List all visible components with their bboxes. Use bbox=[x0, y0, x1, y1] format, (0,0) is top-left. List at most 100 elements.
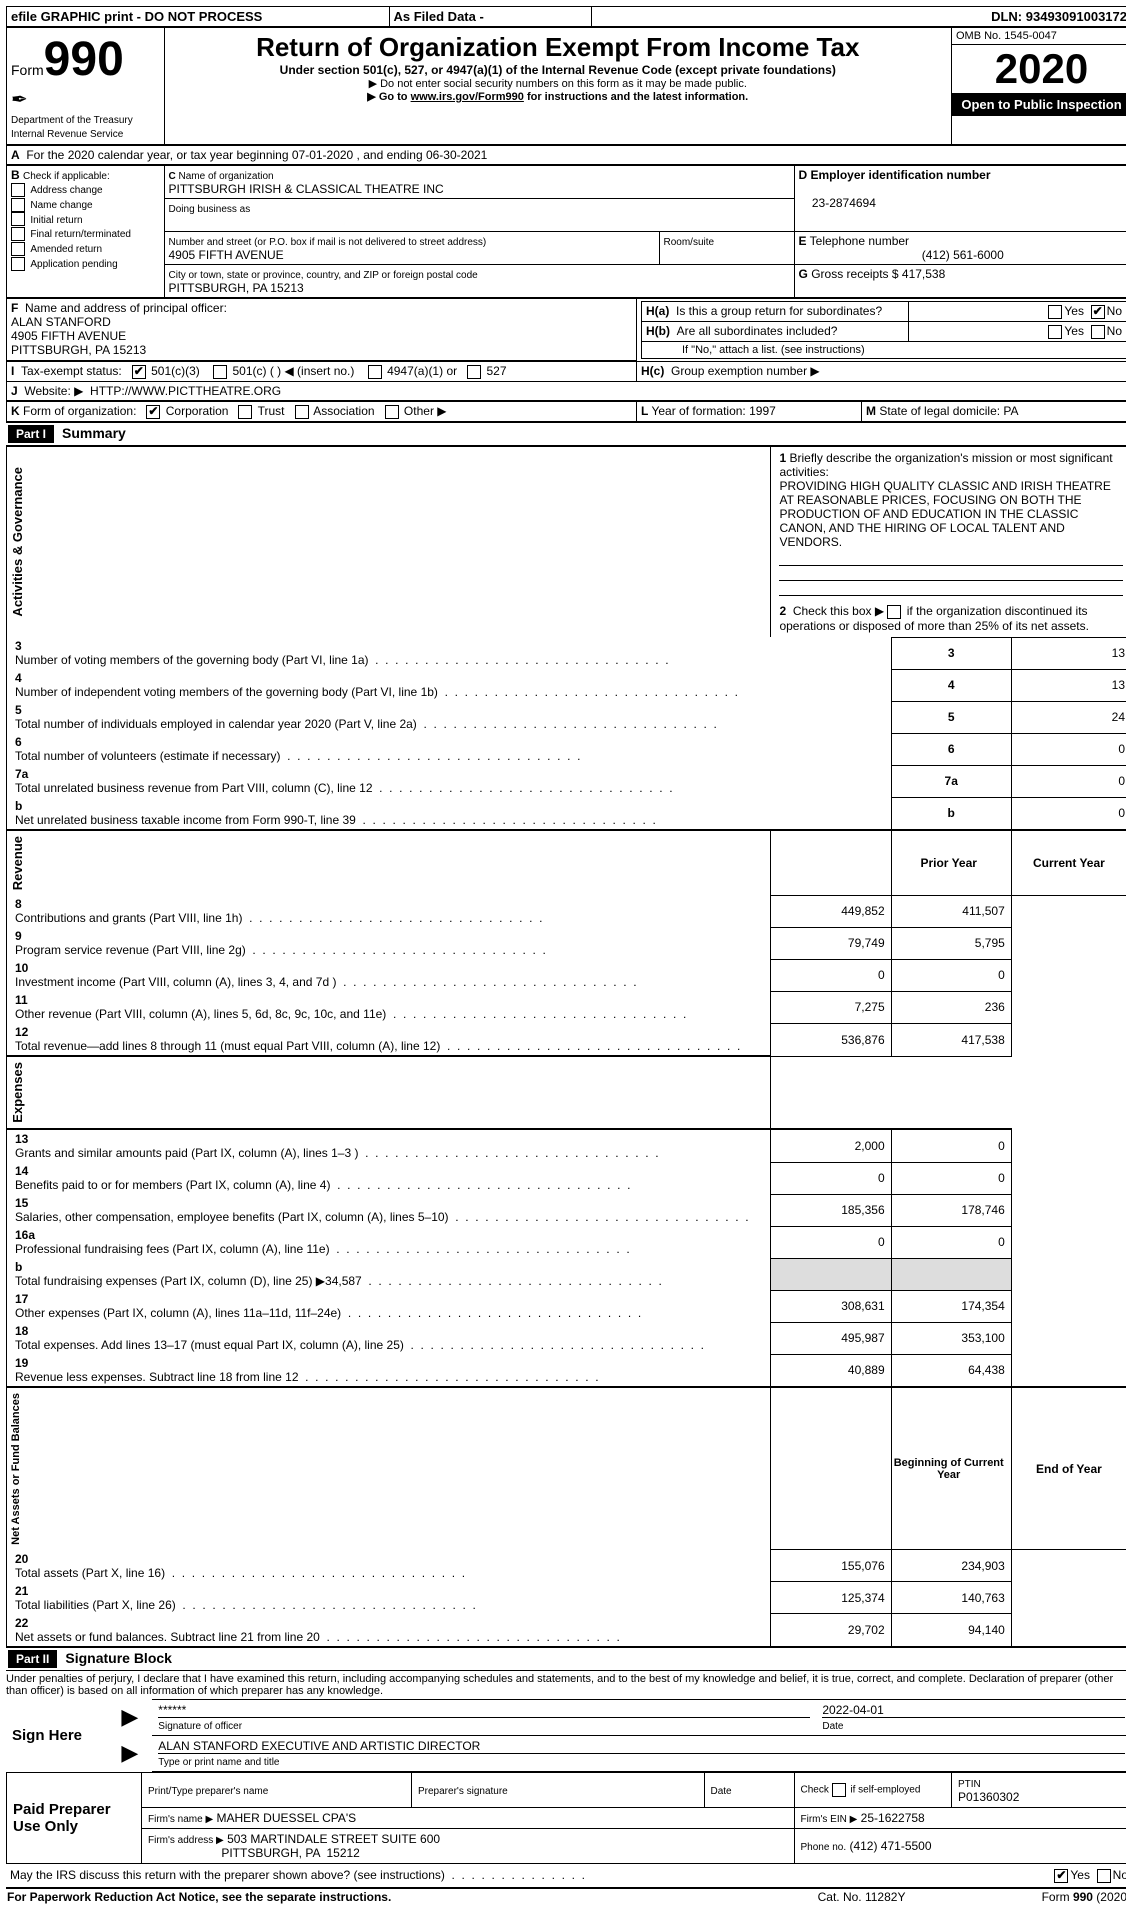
side-netassets: Net Assets or Fund Balances bbox=[8, 1389, 24, 1549]
b-item-label: Final return/terminated bbox=[30, 229, 131, 240]
firm-ein-label: Firm's EIN ▶ bbox=[801, 1814, 858, 1825]
g-label: Gross receipts $ bbox=[811, 267, 898, 281]
prior-year-value: 449,852 bbox=[771, 895, 891, 927]
current-year-value: 94,140 bbox=[891, 1614, 1011, 1647]
b-checkbox[interactable] bbox=[11, 183, 25, 197]
current-year-value: 178,746 bbox=[891, 1194, 1011, 1226]
ptin-label: PTIN bbox=[958, 1779, 981, 1790]
website: HTTP://WWW.PICTTHEATRE.ORG bbox=[90, 384, 281, 398]
discuss-yes-checkbox[interactable] bbox=[1054, 1869, 1068, 1883]
line2-text: Check this box ▶ if the organization dis… bbox=[779, 604, 1089, 633]
line-num: 3 bbox=[891, 637, 1011, 669]
current-year-value: 353,100 bbox=[891, 1322, 1011, 1354]
cat-no: Cat. No. 11282Y bbox=[772, 1889, 950, 1905]
summary-row: 18 Total expenses. Add lines 13–17 (must… bbox=[7, 1322, 1126, 1354]
prior-year-value: 7,275 bbox=[771, 991, 891, 1023]
k-corp-checkbox[interactable] bbox=[146, 405, 160, 419]
summary-row: 8 Contributions and grants (Part VIII, l… bbox=[7, 895, 1126, 927]
dln: DLN: 93493091003172 bbox=[592, 7, 1126, 27]
irs-link[interactable]: www.irs.gov/Form990 bbox=[411, 91, 524, 103]
line-num: 5 bbox=[891, 701, 1011, 733]
ptin: P01360302 bbox=[958, 1790, 1019, 1804]
summary-row: 14 Benefits paid to or for members (Part… bbox=[7, 1162, 1126, 1194]
b-item-label: Name change bbox=[30, 200, 92, 211]
line-value: 0 bbox=[1011, 765, 1126, 797]
b-checkbox[interactable] bbox=[11, 212, 25, 226]
i-j-block: I Tax-exempt status: 501(c)(3) 501(c) ( … bbox=[6, 361, 1126, 401]
dept-label: Department of the Treasury Internal Reve… bbox=[11, 115, 133, 140]
summary-row: 10 Investment income (Part VIII, column … bbox=[7, 959, 1126, 991]
room-label: Room/suite bbox=[664, 237, 715, 248]
b-checkbox[interactable] bbox=[11, 227, 25, 241]
street: 4905 FIFTH AVENUE bbox=[169, 248, 284, 262]
f-h-block: F Name and address of principal officer:… bbox=[6, 298, 1126, 361]
footer: For Paperwork Reduction Act Notice, see … bbox=[6, 1889, 1126, 1905]
current-year-value: 140,763 bbox=[891, 1582, 1011, 1614]
e-label: Telephone number bbox=[810, 234, 909, 248]
hb-note: If "No," attach a list. (see instruction… bbox=[642, 341, 1126, 358]
i-501c3-checkbox[interactable] bbox=[132, 365, 146, 379]
k-l-m-block: K Form of organization: Corporation Trus… bbox=[6, 401, 1126, 422]
prior-year-value: 0 bbox=[771, 1162, 891, 1194]
ein: 23-2874694 bbox=[812, 196, 876, 210]
b-item-label: Initial return bbox=[30, 215, 82, 226]
b-label: Check if applicable: bbox=[23, 171, 110, 182]
part1-header: Part ISummary bbox=[6, 422, 1126, 446]
discuss-row: May the IRS discuss this return with the… bbox=[6, 1864, 1126, 1889]
prior-year-value: 0 bbox=[771, 959, 891, 991]
ha-yes-checkbox[interactable] bbox=[1048, 305, 1062, 319]
sig-stars: ****** bbox=[158, 1703, 186, 1717]
current-year-value: 417,538 bbox=[891, 1023, 1011, 1056]
hb-label: Are all subordinates included? bbox=[677, 324, 838, 338]
current-year-value: 0 bbox=[891, 959, 1011, 991]
current-year-value: 64,438 bbox=[891, 1354, 1011, 1387]
part2-badge: Part II bbox=[8, 1650, 57, 1668]
i-501c-checkbox[interactable] bbox=[213, 365, 227, 379]
org-name: PITTSBURGH IRISH & CLASSICAL THEATRE INC bbox=[169, 182, 444, 196]
prior-year-value: 2,000 bbox=[771, 1129, 891, 1162]
hb-no-checkbox[interactable] bbox=[1091, 325, 1105, 339]
part1-badge: Part I bbox=[8, 425, 54, 443]
ha-no-checkbox[interactable] bbox=[1091, 305, 1105, 319]
prep-date-label: Date bbox=[711, 1786, 732, 1797]
print-name-label: Type or print name and title bbox=[158, 1757, 279, 1768]
summary-row: 16a Professional fundraising fees (Part … bbox=[7, 1226, 1126, 1258]
line-num: 4 bbox=[891, 669, 1011, 701]
summary-row: 5 Total number of individuals employed i… bbox=[7, 701, 1126, 733]
b-checkbox[interactable] bbox=[11, 198, 25, 212]
i-4947-checkbox[interactable] bbox=[368, 365, 382, 379]
current-year-value: 411,507 bbox=[891, 895, 1011, 927]
prior-year-value bbox=[771, 1258, 891, 1290]
c-name-label: Name of organization bbox=[179, 171, 274, 182]
hb-yes-checkbox[interactable] bbox=[1048, 325, 1062, 339]
self-employed-checkbox[interactable] bbox=[832, 1783, 846, 1797]
col-end-year: End of Year bbox=[1011, 1387, 1126, 1550]
k-trust-checkbox[interactable] bbox=[238, 405, 252, 419]
k-assoc-checkbox[interactable] bbox=[295, 405, 309, 419]
efile-label: efile GRAPHIC print - DO NOT PROCESS bbox=[7, 7, 390, 27]
mission-text: PROVIDING HIGH QUALITY CLASSIC AND IRISH… bbox=[779, 479, 1110, 549]
line-value: 13 bbox=[1011, 669, 1126, 701]
summary-row: 20 Total assets (Part X, line 16) . . . … bbox=[7, 1550, 1126, 1582]
current-year-value: 0 bbox=[891, 1226, 1011, 1258]
k-other-checkbox[interactable] bbox=[385, 405, 399, 419]
j-label: Website: ▶ bbox=[24, 384, 83, 398]
col-prior-year: Prior Year bbox=[891, 830, 1011, 895]
line-value: 13 bbox=[1011, 637, 1126, 669]
current-year-value: 174,354 bbox=[891, 1290, 1011, 1322]
b-checkbox[interactable] bbox=[11, 257, 25, 271]
line-num: 6 bbox=[891, 733, 1011, 765]
prior-year-value: 185,356 bbox=[771, 1194, 891, 1226]
line2-checkbox[interactable] bbox=[887, 605, 901, 619]
current-year-value: 234,903 bbox=[891, 1550, 1011, 1582]
side-expenses: Expenses bbox=[8, 1058, 27, 1127]
city-label: City or town, state or province, country… bbox=[169, 270, 478, 281]
year-formation: 1997 bbox=[749, 404, 776, 418]
prior-year-value: 125,374 bbox=[771, 1582, 891, 1614]
b-checkbox[interactable] bbox=[11, 242, 25, 256]
i-527-checkbox[interactable] bbox=[467, 365, 481, 379]
self-employed-check: Check if self-employed bbox=[794, 1772, 952, 1807]
prep-sig-label: Preparer's signature bbox=[418, 1786, 508, 1797]
firm-phone-label: Phone no. bbox=[801, 1842, 847, 1853]
discuss-no-checkbox[interactable] bbox=[1097, 1869, 1111, 1883]
